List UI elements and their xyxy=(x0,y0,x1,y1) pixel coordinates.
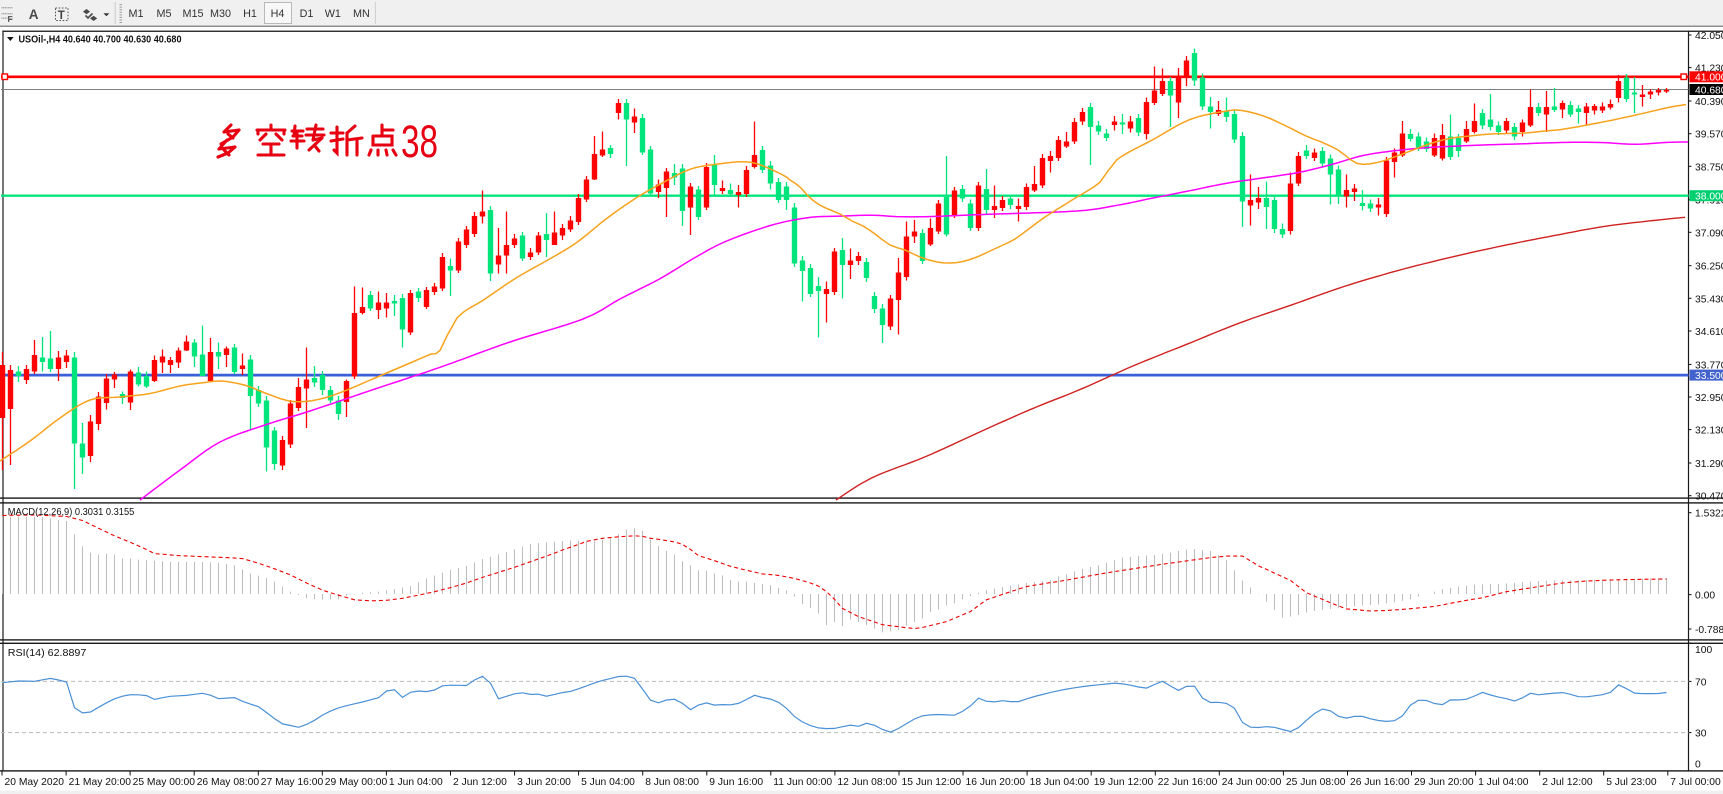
svg-text:41.230: 41.230 xyxy=(1695,64,1723,75)
svg-text:25 Jun 08:00: 25 Jun 08:00 xyxy=(1286,777,1346,788)
svg-text:33.500: 33.500 xyxy=(1695,371,1723,382)
svg-text:MN: MN xyxy=(353,8,370,20)
svg-text:M30: M30 xyxy=(210,8,231,20)
svg-text:35.430: 35.430 xyxy=(1695,294,1723,305)
svg-text:26 May 08:00: 26 May 08:00 xyxy=(197,777,260,788)
svg-text:70: 70 xyxy=(1695,677,1707,688)
svg-text:3 Jun 20:00: 3 Jun 20:00 xyxy=(517,777,571,788)
svg-text:22 Jun 16:00: 22 Jun 16:00 xyxy=(1158,777,1218,788)
svg-text:29 May 00:00: 29 May 00:00 xyxy=(325,777,388,788)
svg-text:F: F xyxy=(8,14,13,24)
svg-text:15 Jun 12:00: 15 Jun 12:00 xyxy=(902,777,962,788)
svg-text:M1: M1 xyxy=(129,8,144,20)
svg-text:26 Jun 16:00: 26 Jun 16:00 xyxy=(1350,777,1410,788)
svg-text:37.090: 37.090 xyxy=(1695,228,1723,239)
svg-text:1.5322: 1.5322 xyxy=(1695,509,1723,520)
svg-text:A: A xyxy=(29,7,39,22)
svg-text:24 Jun 00:00: 24 Jun 00:00 xyxy=(1222,777,1282,788)
svg-text:31.290: 31.290 xyxy=(1695,459,1723,470)
svg-text:30: 30 xyxy=(1695,729,1707,740)
svg-text:H1: H1 xyxy=(243,8,257,20)
svg-text:42.050: 42.050 xyxy=(1695,31,1723,42)
svg-text:T: T xyxy=(58,10,65,22)
svg-text:1 Jul 04:00: 1 Jul 04:00 xyxy=(1478,777,1529,788)
svg-text:38.750: 38.750 xyxy=(1695,162,1723,173)
svg-text:H4: H4 xyxy=(271,8,285,20)
svg-text:36.250: 36.250 xyxy=(1695,262,1723,273)
svg-text:33.770: 33.770 xyxy=(1695,360,1723,371)
svg-text:5 Jun 04:00: 5 Jun 04:00 xyxy=(581,777,635,788)
svg-text:41.000: 41.000 xyxy=(1695,73,1723,84)
svg-text:0.00: 0.00 xyxy=(1695,591,1715,602)
svg-text:21 May 20:00: 21 May 20:00 xyxy=(69,777,132,788)
svg-text:40.680: 40.680 xyxy=(1695,85,1723,96)
svg-text:W1: W1 xyxy=(325,8,341,20)
svg-text:0: 0 xyxy=(1695,760,1701,771)
svg-text:M5: M5 xyxy=(157,8,172,20)
svg-text:16 Jun 20:00: 16 Jun 20:00 xyxy=(966,777,1026,788)
svg-text:39.570: 39.570 xyxy=(1695,130,1723,141)
svg-text:RSI(14) 62.8897: RSI(14) 62.8897 xyxy=(8,648,87,659)
svg-text:38.000: 38.000 xyxy=(1695,192,1723,203)
svg-text:11 Jun 00:00: 11 Jun 00:00 xyxy=(773,777,832,788)
svg-text:27 May 16:00: 27 May 16:00 xyxy=(261,777,324,788)
svg-text:25 May 00:00: 25 May 00:00 xyxy=(133,777,196,788)
svg-text:2 Jul 12:00: 2 Jul 12:00 xyxy=(1542,777,1593,788)
svg-text:100: 100 xyxy=(1695,645,1712,656)
svg-text:32.950: 32.950 xyxy=(1695,393,1723,404)
svg-text:8 Jun 08:00: 8 Jun 08:00 xyxy=(645,777,699,788)
svg-text:USOil-,H4 40.640 40.700 40.63: USOil-,H4 40.640 40.700 40.630 40.680 xyxy=(19,34,183,45)
svg-text:20 May 2020: 20 May 2020 xyxy=(5,777,65,788)
svg-text:1 Jun 04:00: 1 Jun 04:00 xyxy=(389,777,443,788)
svg-text:MACD(12,26,9) 0.3031 0.3155: MACD(12,26,9) 0.3031 0.3155 xyxy=(8,507,135,518)
svg-text:2 Jun 12:00: 2 Jun 12:00 xyxy=(453,777,507,788)
svg-text:-0.7883: -0.7883 xyxy=(1695,625,1723,636)
svg-text:12 Jun 08:00: 12 Jun 08:00 xyxy=(837,777,897,788)
svg-text:18 Jun 04:00: 18 Jun 04:00 xyxy=(1030,777,1090,788)
svg-text:30.470: 30.470 xyxy=(1695,492,1723,503)
svg-text:9 Jun 16:00: 9 Jun 16:00 xyxy=(709,777,763,788)
svg-text:5 Jul 23:00: 5 Jul 23:00 xyxy=(1606,777,1657,788)
svg-text:D1: D1 xyxy=(300,8,314,20)
svg-text:34.610: 34.610 xyxy=(1695,327,1723,338)
svg-text:29 Jun 20:00: 29 Jun 20:00 xyxy=(1414,777,1474,788)
svg-text:7 Jul 00:00: 7 Jul 00:00 xyxy=(1670,777,1721,788)
svg-text:38: 38 xyxy=(401,116,438,167)
svg-text:40.390: 40.390 xyxy=(1695,97,1723,108)
svg-text:19 Jun 12:00: 19 Jun 12:00 xyxy=(1094,777,1154,788)
svg-text:M15: M15 xyxy=(182,8,203,20)
svg-text:32.130: 32.130 xyxy=(1695,426,1723,437)
